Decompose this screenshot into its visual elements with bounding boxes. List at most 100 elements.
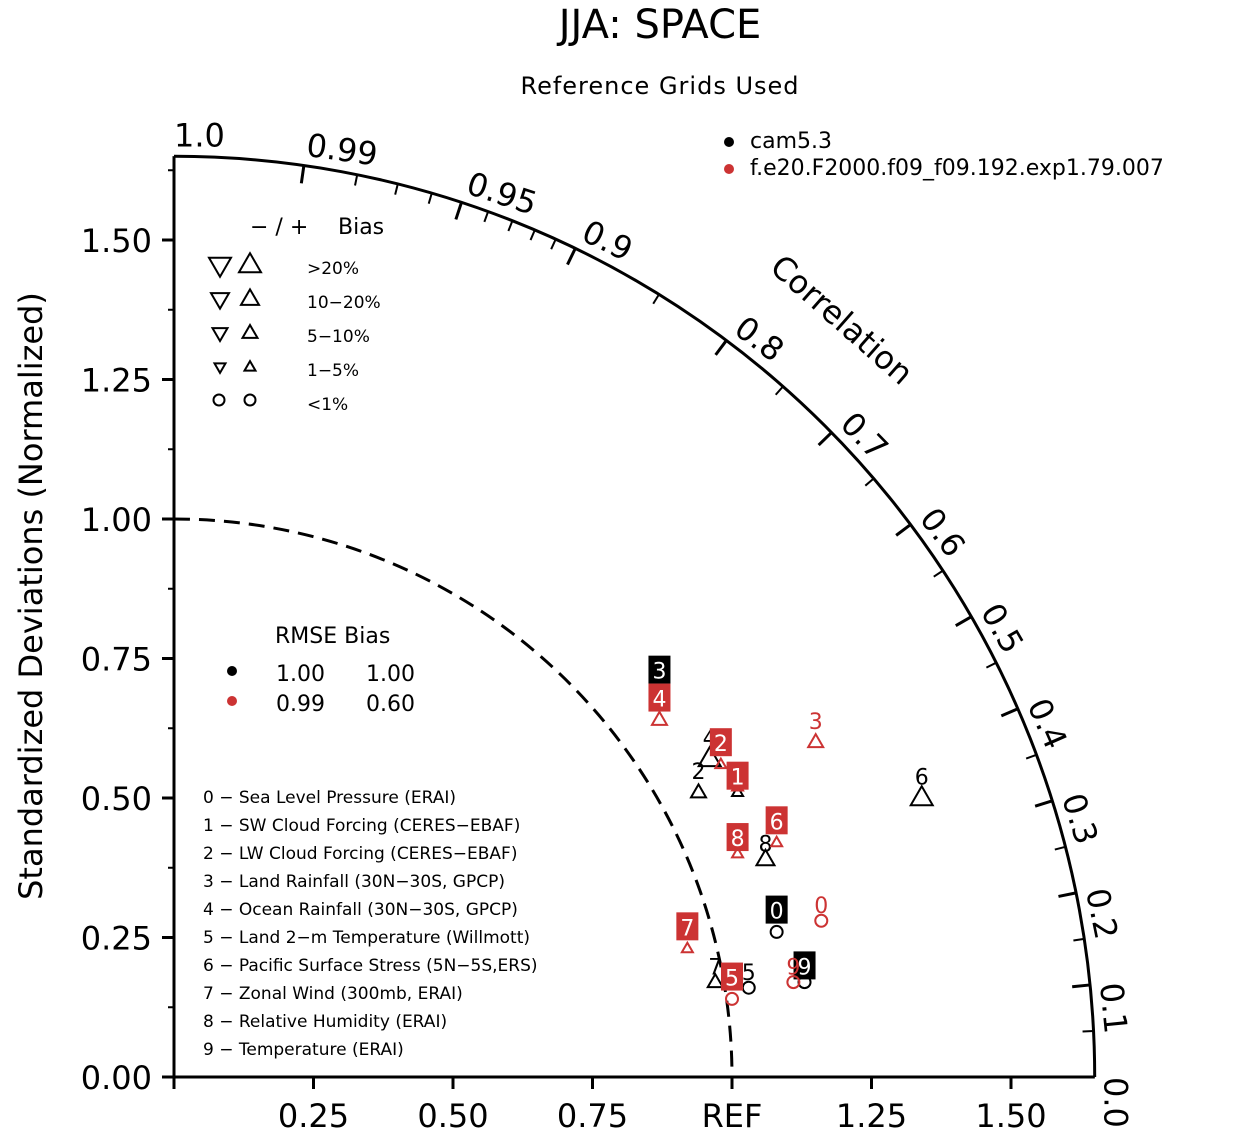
- data-point-label: 7: [708, 955, 722, 980]
- corr-minor-tick: [1025, 753, 1037, 760]
- data-points-group: 01234567890123456789: [648, 655, 935, 1006]
- variable-legend-item: 5 − Land 2−m Temperature (Willmott): [203, 928, 530, 948]
- reference-arc: [173, 517, 734, 1078]
- data-point-triangle: [754, 847, 777, 867]
- corr-minor-tick: [985, 661, 997, 669]
- rmse-legend-bias: 1.00: [366, 662, 415, 687]
- bias-legend-label: 10−20%: [307, 293, 381, 313]
- data-point-label-box: [726, 761, 749, 790]
- data-point-circle: [769, 924, 784, 939]
- corr-tick: [299, 165, 306, 184]
- x-tick-label: 0.50: [417, 1097, 488, 1135]
- corr-minor-tick: [550, 238, 557, 250]
- y-tick-label: 0.75: [81, 641, 152, 679]
- data-point-label: 7: [680, 916, 694, 941]
- data-point-triangle: [806, 732, 825, 749]
- axes-group: 0.000.250.500.751.001.251.500.25 0.50 0.75…: [81, 156, 1095, 1135]
- data-point-label-box: [709, 728, 732, 757]
- data-point-label: 5: [725, 967, 739, 992]
- model-legend-dot: [724, 137, 734, 147]
- corr-minor-tick: [774, 385, 784, 396]
- x-tick-label: 1.50: [975, 1097, 1046, 1135]
- rmse-legend-dot: [227, 696, 237, 706]
- bias-legend-header: Bias: [338, 215, 384, 240]
- y-tick-label: 1.50: [81, 222, 152, 260]
- chart-title: JJA: SPACE: [556, 2, 762, 48]
- corr-minor-tick: [652, 293, 660, 305]
- x-tick-label: 0.25: [278, 1097, 349, 1135]
- bias-legend-label: 1−5%: [307, 361, 359, 381]
- corr-tick: [817, 431, 833, 447]
- bias-legend-circle-icon: [243, 393, 257, 407]
- x-tick-label: REF: [702, 1097, 763, 1135]
- model-legend-label: f.e20.F2000.f09_f09.192.exp1.79.007: [750, 156, 1164, 181]
- data-point-label-box: [793, 951, 816, 980]
- corr-minor-tick: [529, 229, 536, 241]
- corr-tick: [714, 339, 728, 356]
- data-point-label: 8: [731, 827, 745, 852]
- rmse-legend-bias: 0.60: [366, 692, 415, 717]
- data-point-label: 0: [814, 894, 828, 919]
- outer-arc: [173, 154, 1097, 1078]
- corr-tick: [454, 201, 463, 220]
- corr-minor-tick: [507, 220, 514, 232]
- corr-tick-label: 0.3: [1054, 789, 1106, 849]
- corr-tick-label: 0.9: [576, 212, 638, 268]
- chart-subtitle: Reference Grids Used: [520, 72, 799, 100]
- variable-legend-item: 9 − Temperature (ERAI): [203, 1040, 404, 1060]
- data-point-label: 5: [742, 961, 756, 986]
- variable-legend-item: 0 − Sea Level Pressure (ERAI): [203, 788, 456, 808]
- data-point-label: 2: [714, 732, 728, 757]
- variable-legend-item: 1 − SW Cloud Forcing (CERES−EBAF): [203, 816, 520, 836]
- corr-minor-tick: [394, 183, 399, 195]
- variable-legend-item: 4 − Ocean Rainfall (30N−30S, GPCP): [203, 900, 518, 920]
- bias-legend-signs: − / +: [250, 215, 308, 240]
- bias-legend-up-triangle-icon: [240, 322, 260, 339]
- data-point-triangle: [680, 940, 695, 954]
- corr-tick-label: 0.2: [1078, 885, 1125, 942]
- bias-legend-label: 5−10%: [307, 327, 370, 347]
- corr-tick-label: 1.0: [174, 116, 225, 154]
- bias-legend-circle-icon: [212, 393, 226, 407]
- corr-minor-tick: [427, 192, 433, 204]
- corr-tick: [1034, 799, 1053, 808]
- bias-legend-down-triangle-icon: [209, 292, 231, 311]
- data-point-label: 2: [692, 760, 706, 785]
- corr-minor-tick: [933, 569, 944, 578]
- corr-tick: [566, 247, 577, 266]
- data-point-label-box: [765, 895, 788, 924]
- data-point-label: 0: [770, 900, 784, 925]
- variable-legend-item: 2 − LW Cloud Forcing (CERES−EBAF): [203, 844, 517, 864]
- correlation-label: Correlation: [763, 247, 920, 392]
- model-legend-dot: [724, 164, 734, 174]
- variable-legend-item: 8 − Relative Humidity (ERAI): [203, 1012, 447, 1032]
- data-point-label-box: [648, 655, 671, 684]
- data-point-triangle: [696, 745, 723, 768]
- rmse-legend-rmse: 0.99: [276, 692, 325, 717]
- data-point-label: 3: [652, 660, 666, 685]
- data-point-label: 9: [798, 955, 812, 980]
- data-point-label: 6: [915, 766, 929, 791]
- rmse-legend-rmse: 1.00: [276, 662, 325, 687]
- data-point-label: 4: [652, 688, 666, 713]
- corr-tick: [1058, 891, 1077, 898]
- data-point-label-box: [726, 823, 749, 852]
- bias-legend-down-triangle-icon: [210, 327, 230, 344]
- data-point-label-box: [765, 806, 788, 835]
- variable-legend-item: 3 − Land Rainfall (30N−30S, GPCP): [203, 872, 505, 892]
- legends-group: cam5.3f.e20.F2000.f09_f09.192.exp1.79.00…: [203, 129, 1164, 1060]
- y-tick-label: 0.25: [81, 920, 152, 958]
- model-legend-label: cam5.3: [750, 129, 832, 154]
- data-point-triangle: [769, 834, 784, 848]
- data-point-triangle: [650, 709, 669, 726]
- bias-legend-up-triangle-icon: [242, 359, 258, 372]
- data-point-label: 9: [786, 955, 800, 980]
- data-point-triangle: [713, 756, 729, 770]
- corr-tick: [1000, 707, 1019, 718]
- corr-tick-label: 0.7: [833, 405, 896, 468]
- y-tick-label: 1.00: [81, 501, 152, 539]
- data-point-label-box: [648, 683, 671, 712]
- data-point-circle: [786, 975, 801, 990]
- data-point-label: 3: [809, 710, 823, 735]
